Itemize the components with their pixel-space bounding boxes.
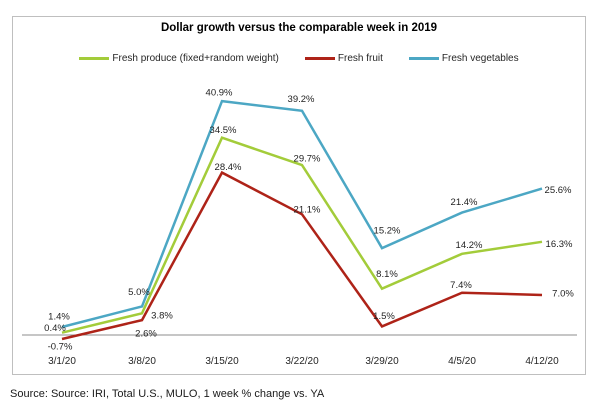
legend-label: Fresh produce (fixed+random weight) (112, 53, 279, 64)
x-axis-label-2: 3/15/20 (205, 356, 239, 367)
data-label-fresh-produce-fixed-random-weight-4: 8.1% (376, 269, 398, 280)
x-axis-label-0: 3/1/20 (48, 356, 76, 367)
line-chart-plot-area: 0.4% 3.8% 34.5% 29.7% 8.1% 14.2% 16.3% -0.7% 2.6… (22, 88, 577, 367)
line-fresh-vegetables (61, 99, 543, 329)
line-fresh-produce-fixed-random-weight (61, 136, 543, 334)
legend-label: Fresh fruit (337, 53, 383, 64)
legend-line-swatch (304, 57, 335, 60)
data-label-fresh-fruit-2: 28.4% (215, 162, 242, 173)
data-label-fresh-produce-fixed-random-weight-6: 16.3% (546, 239, 573, 250)
x-axis-label-4: 3/29/20 (365, 356, 399, 367)
line-fresh-fruit (61, 170, 543, 341)
legend-item-fresh-fruit: Fresh fruit (304, 53, 383, 64)
data-label-fresh-produce-fixed-random-weight-0: 0.4% (44, 323, 66, 334)
chart-title: Dollar growth versus the comparable week… (160, 22, 438, 34)
data-label-fresh-vegetables-4: 15.2% (374, 226, 401, 237)
data-label-fresh-vegetables-2: 40.9% (206, 88, 233, 99)
data-label-fresh-vegetables-6: 25.6% (545, 185, 572, 196)
x-axis-label-1: 3/8/20 (128, 356, 156, 367)
x-axis-label-6: 4/12/20 (525, 356, 559, 367)
source-note: Source: Source: IRI, Total U.S., MULO, 1… (10, 388, 325, 400)
data-label-fresh-vegetables-5: 21.4% (451, 197, 478, 208)
data-label-fresh-produce-fixed-random-weight-5: 14.2% (456, 240, 483, 251)
legend-label: Fresh vegetables (441, 53, 519, 64)
data-label-fresh-vegetables-1: 5.0% (128, 287, 150, 298)
data-label-fresh-produce-fixed-random-weight-1: 3.8% (151, 311, 173, 322)
legend-item-fresh-produce: Fresh produce (fixed+random weight) (79, 53, 279, 64)
data-label-fresh-vegetables-0: 1.4% (48, 311, 70, 322)
chart-frame: Dollar growth versus the comparable week… (12, 16, 586, 375)
legend-line-swatch (79, 57, 110, 60)
legend-item-fresh-vegetables: Fresh vegetables (408, 53, 519, 64)
data-label-fresh-fruit-1: 2.6% (135, 329, 157, 340)
legend-line-swatch (408, 57, 439, 60)
x-axis-label-5: 4/5/20 (448, 356, 476, 367)
data-label-fresh-vegetables-3: 39.2% (288, 94, 315, 105)
data-label-fresh-produce-fixed-random-weight-3: 29.7% (294, 154, 321, 165)
data-label-fresh-fruit-6: 7.0% (552, 288, 574, 299)
data-label-fresh-produce-fixed-random-weight-2: 34.5% (210, 125, 237, 136)
data-label-fresh-fruit-0: -0.7% (48, 341, 73, 352)
data-label-fresh-fruit-3: 21.1% (294, 205, 321, 216)
x-axis-label-3: 3/22/20 (285, 356, 319, 367)
data-label-fresh-fruit-5: 7.4% (450, 280, 472, 291)
data-label-fresh-fruit-4: 1.5% (373, 311, 395, 322)
chart-legend: Fresh produce (fixed+random weight) Fres… (13, 53, 585, 64)
